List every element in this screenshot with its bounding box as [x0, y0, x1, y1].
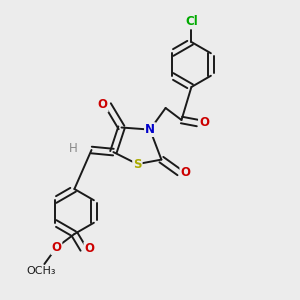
Text: Cl: Cl	[185, 15, 198, 28]
Text: N: N	[145, 123, 155, 136]
Text: H: H	[69, 142, 78, 155]
Text: O: O	[180, 166, 190, 179]
Text: OCH₃: OCH₃	[26, 266, 56, 277]
Text: O: O	[51, 241, 62, 254]
Text: O: O	[98, 98, 108, 112]
Text: S: S	[133, 158, 142, 171]
Text: O: O	[84, 242, 94, 256]
Text: O: O	[199, 116, 209, 130]
